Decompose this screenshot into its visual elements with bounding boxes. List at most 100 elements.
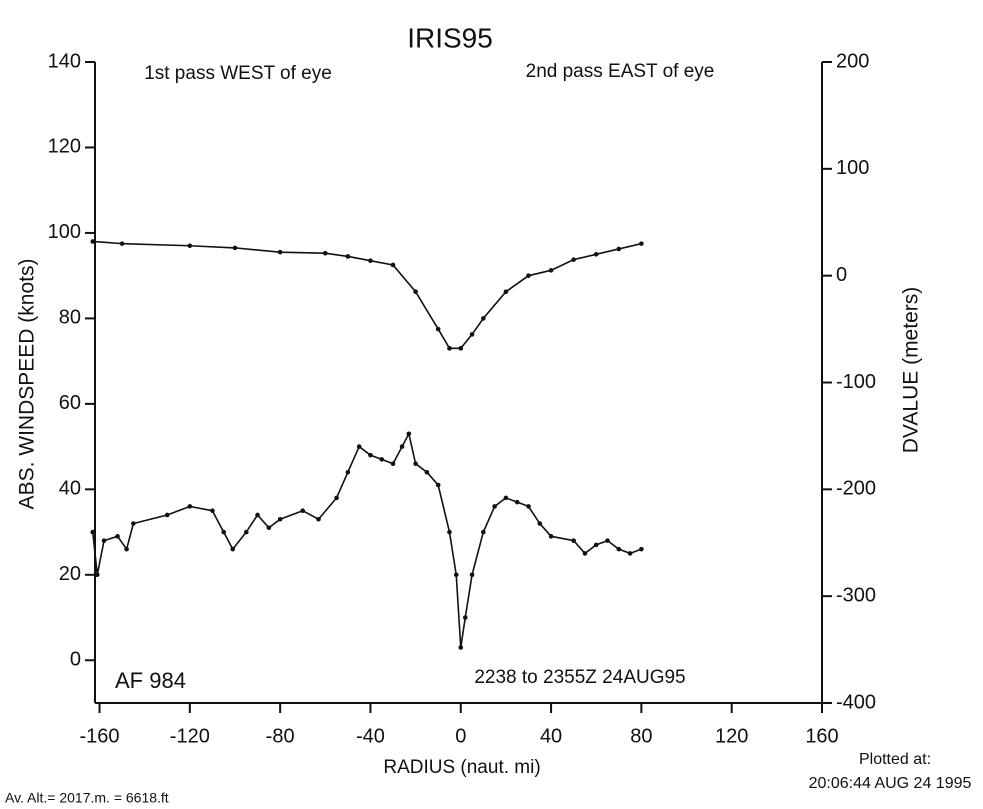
data-point	[605, 538, 610, 543]
data-point	[232, 245, 238, 251]
y2-tick-label: -300	[836, 584, 876, 606]
x-tick-label: 120	[715, 725, 748, 747]
data-point	[90, 239, 96, 244]
data-point	[277, 249, 283, 255]
data-point	[124, 546, 129, 552]
data-point	[514, 499, 520, 505]
data-point	[406, 431, 412, 437]
y2-tick-label: 0	[836, 264, 847, 286]
data-point	[593, 542, 599, 548]
footer: Plotted at:	[859, 751, 931, 768]
data-point	[503, 495, 509, 501]
footer: 20:06:44 AUG 24 1995	[809, 775, 972, 792]
data-point	[164, 512, 170, 518]
y2-tick-label: -100	[836, 371, 876, 393]
x-tick-label: 40	[540, 725, 562, 747]
y2-tick-label: -200	[836, 478, 876, 500]
data-point	[300, 508, 306, 513]
data-point	[413, 461, 418, 466]
y-axis-label: ABS. WINDSPEED (knots)	[16, 259, 39, 510]
data-point	[131, 521, 136, 526]
data-point	[94, 572, 100, 578]
data-point	[447, 529, 452, 535]
data-point	[435, 326, 441, 332]
data-point	[187, 243, 193, 249]
data-point	[582, 551, 588, 556]
y-tick-label: 20	[59, 563, 81, 585]
data-point	[447, 346, 452, 351]
data-point	[616, 546, 622, 552]
data-point	[277, 516, 283, 522]
data-point	[639, 241, 644, 246]
y-tick-label: 80	[59, 307, 81, 329]
data-point	[316, 516, 321, 522]
data-point	[266, 525, 272, 531]
y2-tick-label: -400	[836, 691, 876, 713]
y-tick-label: 120	[48, 136, 81, 158]
data-point	[390, 461, 396, 466]
x-tick-label: 0	[455, 725, 466, 747]
data-point	[593, 252, 599, 257]
x-tick-label: -80	[266, 725, 295, 747]
x-tick-label: -160	[79, 725, 119, 747]
data-point	[548, 534, 554, 539]
data-point	[356, 444, 362, 449]
data-point	[230, 546, 236, 552]
data-point	[221, 529, 226, 535]
data-point	[243, 529, 249, 535]
data-point	[526, 273, 531, 278]
x-axis-label: RADIUS (naut. mi)	[383, 757, 540, 778]
data-point	[548, 268, 554, 273]
x-tick-label: -120	[170, 725, 210, 747]
data-point	[503, 289, 509, 294]
data-point	[90, 529, 96, 535]
data-point	[469, 332, 475, 337]
annotation: AF 984	[115, 668, 186, 693]
data-point	[345, 254, 351, 259]
data-point	[481, 316, 486, 321]
data-point	[526, 504, 531, 509]
y2-tick-label: 100	[836, 157, 869, 179]
data-point	[469, 572, 475, 578]
data-point	[322, 250, 328, 256]
data-point	[368, 258, 373, 264]
data-point	[210, 508, 215, 513]
data-point	[379, 457, 385, 462]
data-point	[345, 469, 351, 475]
data-point	[435, 482, 441, 488]
data-point	[334, 495, 339, 501]
data-point	[424, 469, 430, 475]
data-point	[413, 289, 418, 294]
data-line	[92, 240, 642, 350]
data-point	[399, 444, 405, 449]
y2-axis-label: DVALUE (meters)	[900, 287, 923, 453]
annotation: 1st pass WEST of eye	[144, 63, 332, 84]
y-tick-label: 0	[70, 649, 81, 671]
data-point	[115, 534, 120, 539]
data-point	[187, 504, 193, 509]
x-tick-label: -40	[356, 725, 385, 747]
data-point	[458, 645, 464, 650]
data-point	[453, 572, 459, 578]
x-tick-label: 160	[805, 725, 838, 747]
y2-tick-label: 200	[836, 50, 869, 72]
x-tick-label: 80	[630, 725, 652, 747]
data-point	[458, 346, 464, 351]
y-tick-label: 100	[48, 221, 81, 243]
chart-title: IRIS95	[407, 22, 493, 53]
data-point	[571, 538, 576, 543]
data-point	[537, 521, 543, 526]
data-point	[462, 615, 468, 620]
data-point	[119, 241, 125, 246]
data-point	[255, 512, 260, 518]
data-point	[639, 546, 644, 552]
data-line	[91, 431, 642, 648]
y-tick-label: 40	[59, 478, 81, 500]
data-point	[492, 504, 497, 509]
data-point	[101, 538, 107, 543]
footer: Av. Alt.= 2017.m. = 6618.ft	[5, 790, 169, 806]
annotation: 2238 to 2355Z 24AUG95	[474, 667, 685, 688]
y-tick-label: 60	[59, 392, 81, 414]
data-point	[616, 246, 622, 252]
